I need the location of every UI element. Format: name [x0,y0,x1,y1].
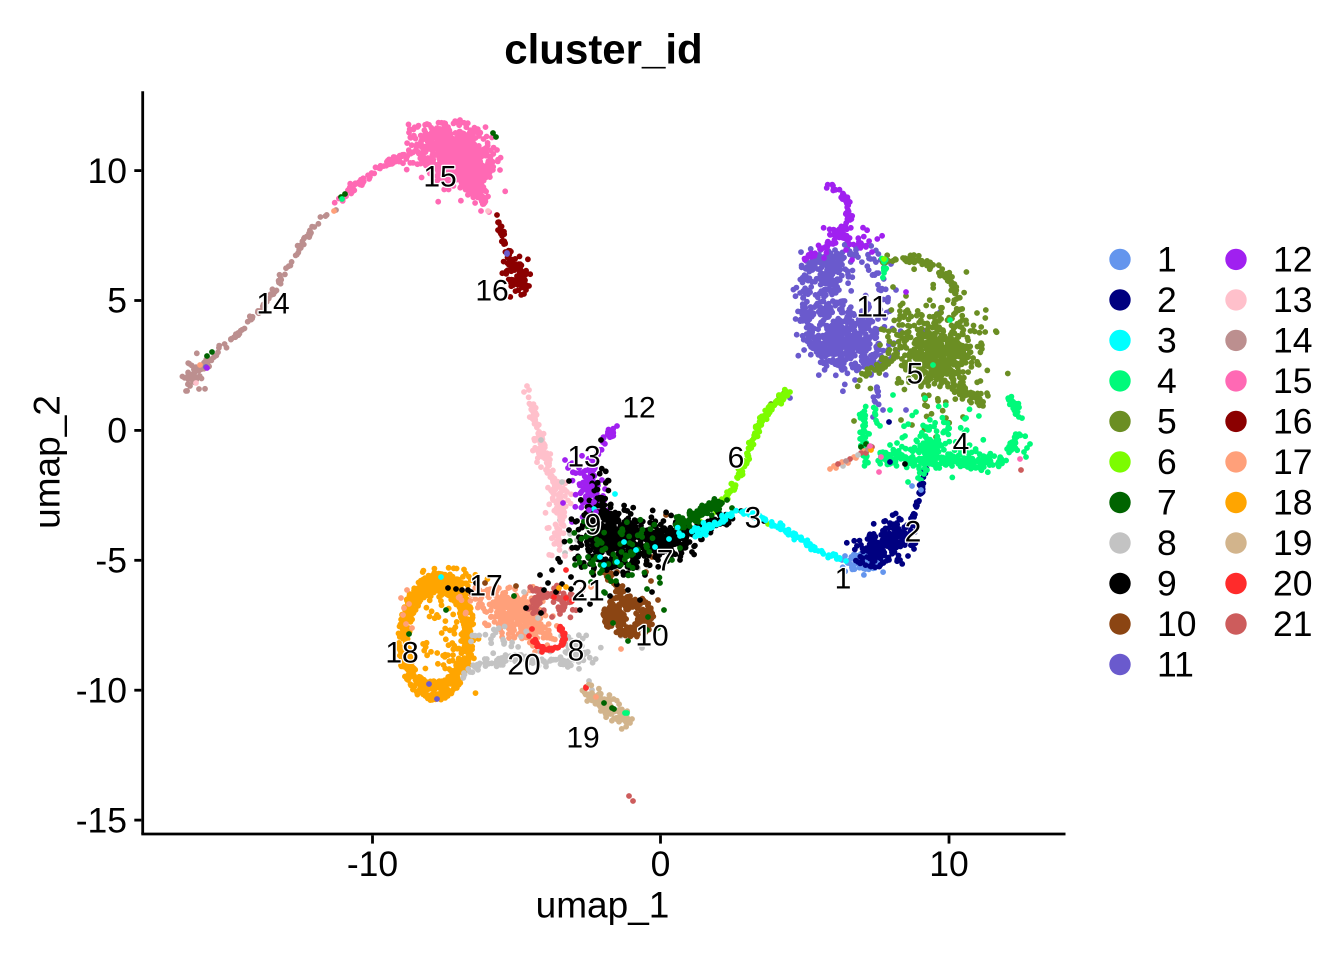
svg-text:2: 2 [1157,280,1177,320]
svg-text:16: 16 [1273,401,1313,441]
svg-text:11: 11 [1157,645,1194,685]
svg-text:-10: -10 [347,844,398,884]
svg-text:17: 17 [469,570,502,603]
svg-text:16: 16 [475,275,508,308]
svg-text:9: 9 [1157,564,1177,604]
svg-text:5: 5 [107,281,127,321]
svg-text:18: 18 [1273,483,1313,523]
svg-text:3: 3 [1157,320,1177,360]
svg-text:15: 15 [1273,361,1313,401]
svg-text:cluster_id: cluster_id [504,26,702,73]
svg-text:15: 15 [423,161,456,194]
svg-text:-15: -15 [76,800,127,840]
svg-text:13: 13 [567,441,600,474]
svg-text:7: 7 [657,545,674,578]
svg-text:9: 9 [585,509,602,542]
svg-text:20: 20 [1273,564,1313,604]
svg-text:12: 12 [622,392,655,425]
svg-text:7: 7 [1157,483,1177,523]
svg-text:5: 5 [1157,401,1177,441]
svg-text:4: 4 [953,428,970,461]
svg-text:12: 12 [1273,239,1313,279]
svg-text:19: 19 [1273,523,1313,563]
svg-text:0: 0 [107,411,127,451]
svg-text:10: 10 [929,844,969,884]
svg-text:11: 11 [856,291,887,324]
svg-text:1: 1 [1157,239,1177,279]
svg-text:-5: -5 [95,541,127,581]
svg-text:6: 6 [1157,442,1177,482]
svg-text:20: 20 [507,649,540,682]
svg-text:1: 1 [835,563,852,596]
svg-text:8: 8 [568,635,585,668]
svg-text:18: 18 [385,637,418,670]
svg-text:19: 19 [566,722,599,755]
svg-text:14: 14 [256,288,289,321]
svg-text:5: 5 [907,358,924,391]
svg-text:17: 17 [1273,442,1313,482]
svg-text:umap_1: umap_1 [536,885,670,926]
svg-text:4: 4 [1157,361,1177,401]
svg-text:0: 0 [651,844,671,884]
svg-text:13: 13 [1273,280,1313,320]
svg-text:umap_2: umap_2 [27,395,68,529]
svg-text:6: 6 [728,442,745,475]
svg-text:21: 21 [1273,604,1313,644]
svg-text:10: 10 [635,620,668,653]
svg-text:10: 10 [88,151,128,191]
svg-text:8: 8 [1157,523,1177,563]
svg-text:-10: -10 [76,670,127,710]
svg-text:21: 21 [571,575,604,608]
svg-text:10: 10 [1157,604,1197,644]
svg-text:14: 14 [1273,320,1313,360]
svg-text:3: 3 [745,502,762,535]
svg-text:2: 2 [905,516,922,549]
